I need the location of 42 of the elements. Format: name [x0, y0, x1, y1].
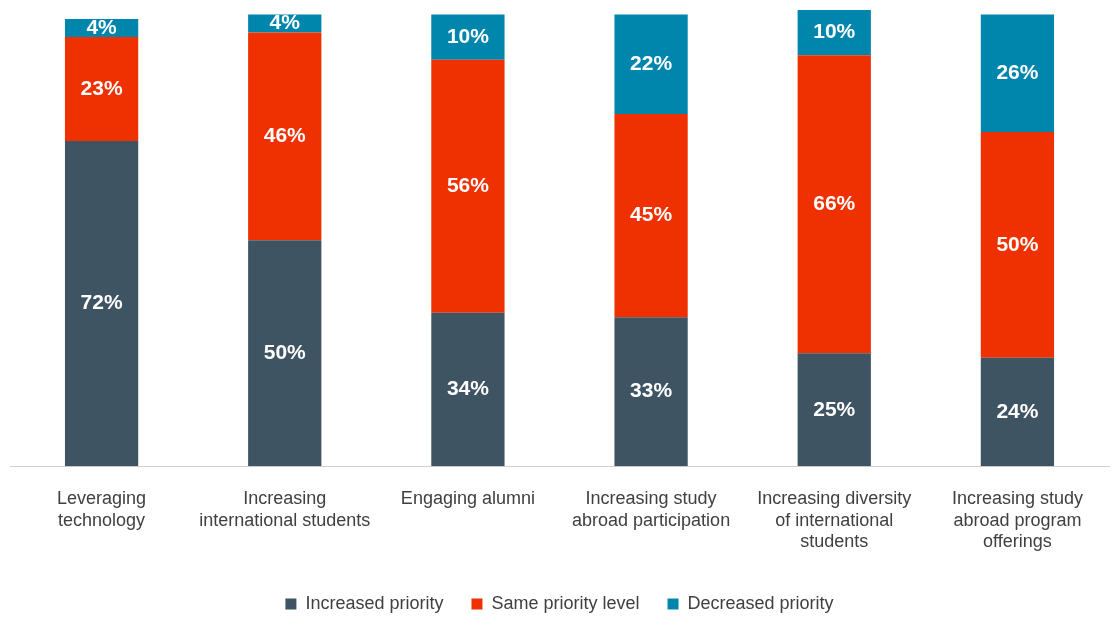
bar: [431, 14, 505, 60]
data-label: 26%: [996, 60, 1039, 84]
bar: [797, 353, 871, 467]
bar: [64, 140, 139, 467]
data-label: 50%: [263, 340, 307, 364]
data-label: 33%: [630, 378, 673, 402]
data-label: 45%: [630, 202, 673, 226]
bar: [614, 317, 688, 467]
x-tick-label: Increasing international students: [199, 487, 371, 530]
data-label: 23%: [80, 75, 123, 99]
bar: [980, 131, 1055, 358]
data-label: 10%: [446, 23, 490, 47]
data-label: 22%: [630, 51, 673, 74]
x-tick-label: Increasing study abroad program offerings: [951, 487, 1083, 552]
bar: [248, 240, 322, 467]
data-label: 25%: [813, 396, 856, 420]
bar: [980, 357, 1055, 467]
data-label: 50%: [996, 231, 1039, 255]
data-label: 4%: [269, 10, 301, 34]
bar: [248, 32, 322, 241]
legend-label: Increased priority: [305, 592, 444, 613]
bar: [614, 113, 688, 318]
data-label: 24%: [996, 398, 1039, 422]
bar: [64, 37, 139, 141]
x-tick-label: Increasing diversity of international students: [757, 487, 912, 552]
bar: [614, 14, 688, 114]
data-label: 34%: [446, 376, 490, 400]
bar: [797, 55, 871, 354]
x-tick-label: Leveraging technology: [57, 487, 147, 530]
data-label: 46%: [263, 123, 307, 147]
data-label: 66%: [813, 191, 856, 215]
bar: [431, 59, 505, 313]
data-label: 4%: [86, 14, 118, 38]
legend-label: Decreased priority: [687, 592, 834, 613]
data-label: 56%: [446, 172, 490, 196]
x-tick-label: Increasing study abroad participation: [572, 487, 731, 530]
x-tick-label: Engaging alumni: [400, 487, 535, 508]
legend-label: Same priority level: [491, 592, 640, 613]
bar: [431, 312, 505, 467]
data-label: 10%: [813, 19, 856, 43]
data-label: 72%: [80, 290, 123, 314]
bar: [980, 14, 1055, 132]
